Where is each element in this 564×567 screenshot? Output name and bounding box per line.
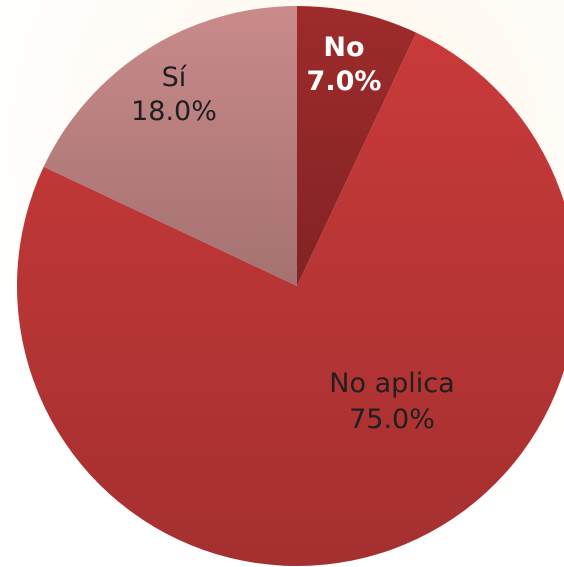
slice-percent-label: 7.0%: [307, 66, 382, 97]
pie-slice-shading: [297, 6, 417, 286]
slices-group: [17, 6, 564, 566]
pie-slice-shading: [17, 32, 564, 566]
slice-percent-label: 18.0%: [131, 96, 217, 127]
slice-category-label: No aplica: [329, 368, 454, 399]
slice-category-label: Sí: [162, 62, 188, 93]
slice-category-label: No: [323, 32, 364, 63]
slice-percent-label: 75.0%: [349, 404, 435, 435]
pie-slice-shading: [43, 6, 298, 286]
